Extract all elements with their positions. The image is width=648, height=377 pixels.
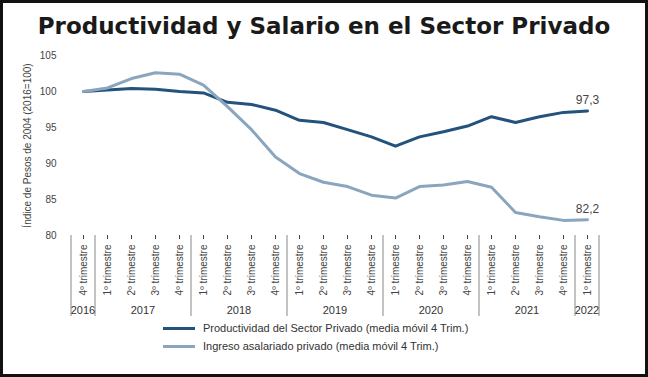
svg-text:3º trimestre: 3º trimestre: [150, 244, 161, 295]
svg-text:4º trimestre: 4º trimestre: [366, 244, 377, 295]
svg-text:3º trimestre: 3º trimestre: [438, 244, 449, 295]
svg-text:3º trimestre: 3º trimestre: [246, 244, 257, 295]
svg-text:82,2: 82,2: [576, 202, 600, 216]
svg-text:2º trimestre: 2º trimestre: [318, 244, 329, 295]
svg-text:1º trimestre: 1º trimestre: [102, 244, 113, 295]
svg-text:2021: 2021: [515, 304, 539, 316]
svg-text:4º trimestre: 4º trimestre: [78, 244, 89, 295]
svg-text:2º trimestre: 2º trimestre: [126, 244, 137, 295]
svg-text:85: 85: [45, 194, 57, 205]
svg-text:1º trimestre: 1º trimestre: [294, 244, 305, 295]
svg-text:Índice de Pesos de 2004 (2016=: Índice de Pesos de 2004 (2016=100): [21, 63, 33, 227]
svg-text:2º trimestre: 2º trimestre: [510, 244, 521, 295]
svg-text:90: 90: [45, 158, 57, 169]
svg-text:97,3: 97,3: [576, 93, 600, 107]
svg-text:2018: 2018: [227, 304, 251, 316]
svg-text:1º trimestre: 1º trimestre: [390, 244, 401, 295]
svg-text:1º trimestre: 1º trimestre: [198, 244, 209, 295]
svg-text:2º trimestre: 2º trimestre: [222, 244, 233, 295]
svg-text:2º trimestre: 2º trimestre: [414, 244, 425, 295]
html-text:Ingreso asalariado privado (me: Ingreso asalariado privado (media móvil …: [203, 340, 439, 352]
svg-text:1º trimestre: 1º trimestre: [582, 244, 593, 295]
svg-text:4º trimestre: 4º trimestre: [270, 244, 281, 295]
svg-text:80: 80: [45, 230, 57, 241]
svg-text:2017: 2017: [131, 304, 155, 316]
svg-text:4º trimestre: 4º trimestre: [174, 244, 185, 295]
svg-text:2020: 2020: [419, 304, 443, 316]
svg-text:95: 95: [45, 122, 57, 133]
svg-text:3º trimestre: 3º trimestre: [534, 244, 545, 295]
svg-text:4º trimestre: 4º trimestre: [462, 244, 473, 295]
svg-text:2022: 2022: [575, 304, 599, 316]
html-text:Productividad del Sector Priva: Productividad del Sector Privado (media …: [203, 322, 469, 334]
svg-text:1º trimestre: 1º trimestre: [486, 244, 497, 295]
svg-text:2019: 2019: [323, 304, 347, 316]
svg-text:4º trimestre: 4º trimestre: [558, 244, 569, 295]
svg-text:105: 105: [40, 50, 57, 61]
svg-text:3º trimestre: 3º trimestre: [342, 244, 353, 295]
html-text:Productividad y Salario en el: Productividad y Salario en el Sector Pri…: [37, 13, 611, 39]
svg-text:100: 100: [40, 86, 57, 97]
svg-text:2016: 2016: [71, 304, 95, 316]
